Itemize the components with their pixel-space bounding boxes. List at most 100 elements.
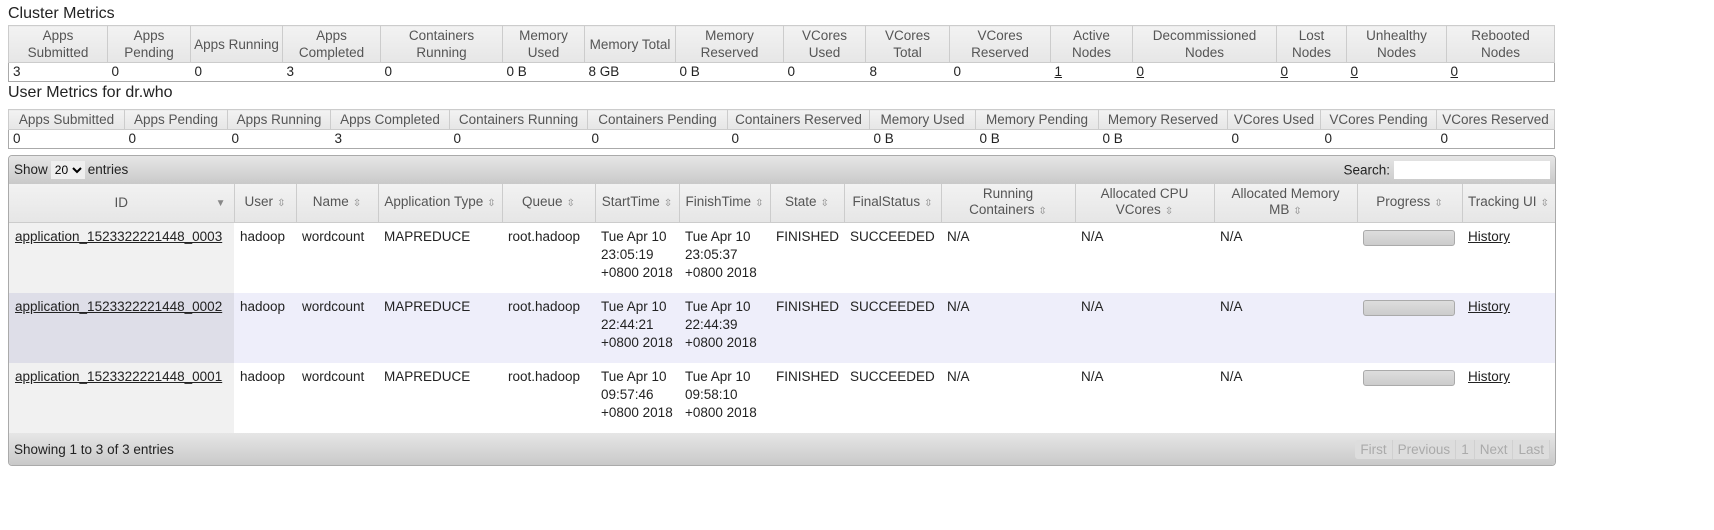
cluster-value: 0 bbox=[1133, 63, 1277, 82]
cluster-value: 1 bbox=[1051, 63, 1133, 82]
user-header: Apps Running bbox=[227, 109, 331, 130]
column-header[interactable]: Application Type ⇳ bbox=[378, 184, 503, 223]
cluster-header: VCores Total bbox=[865, 25, 950, 63]
user-metrics-table: Apps Submitted Apps Pending Apps Running Ap… bbox=[8, 109, 1555, 149]
column-header[interactable]: Allocated CPU VCores ⇳ bbox=[1075, 184, 1215, 223]
cell-cpu: N/A bbox=[1075, 222, 1214, 293]
sort-icon: ⇳ bbox=[755, 198, 764, 209]
table-footer: Showing 1 to 3 of 3 entries First Previou… bbox=[9, 433, 1555, 465]
column-label: Application Type bbox=[384, 194, 484, 209]
history-link[interactable]: History bbox=[1468, 229, 1511, 244]
cell-state: FINISHED bbox=[770, 293, 844, 363]
history-link[interactable]: History bbox=[1468, 369, 1511, 384]
column-header[interactable]: FinalStatus ⇳ bbox=[844, 184, 942, 223]
column-header[interactable]: Queue ⇳ bbox=[502, 184, 596, 223]
cluster-header: Apps Completed bbox=[282, 25, 381, 63]
user-value: 0 B bbox=[873, 131, 894, 146]
cell-mem: N/A bbox=[1214, 222, 1357, 293]
cluster-header: Memory Reserved bbox=[675, 25, 784, 63]
user-header: Memory Used bbox=[869, 109, 976, 130]
cell-queue: root.hadoop bbox=[502, 363, 595, 433]
sort-icon: ⇳ bbox=[352, 198, 362, 209]
cluster-value: 0 bbox=[194, 64, 203, 79]
progress-bar bbox=[1363, 230, 1455, 246]
user-value: 0 B bbox=[1102, 131, 1123, 146]
sort-icon: ⇳ bbox=[487, 198, 496, 209]
cell-start: Tue Apr 10 22:44:21 +0800 2018 bbox=[595, 293, 679, 363]
cell-running: N/A bbox=[941, 222, 1075, 293]
column-label: Allocated Memory MB bbox=[1231, 186, 1340, 217]
user-header: Containers Pending bbox=[587, 109, 728, 130]
nodes-link[interactable]: 0 bbox=[1350, 64, 1359, 79]
user-value: 3 bbox=[334, 131, 343, 146]
application-link[interactable]: application_1523322221448_0002 bbox=[15, 299, 223, 314]
nodes-link[interactable]: 0 bbox=[1136, 64, 1145, 79]
cell-type: MAPREDUCE bbox=[378, 363, 502, 433]
nodes-link[interactable]: 1 bbox=[1054, 64, 1063, 79]
application-link[interactable]: application_1523322221448_0003 bbox=[15, 229, 223, 244]
cluster-header: Containers Running bbox=[380, 25, 503, 63]
cluster-value: 0 bbox=[1347, 63, 1447, 82]
sort-icon: ⇳ bbox=[924, 198, 933, 209]
nodes-link[interactable]: 0 bbox=[1450, 64, 1459, 79]
cell-running: N/A bbox=[941, 363, 1075, 433]
cell-finish: Tue Apr 10 22:44:39 +0800 2018 bbox=[679, 293, 770, 363]
user-value: 0 bbox=[1440, 131, 1449, 146]
column-header[interactable]: Running Containers ⇳ bbox=[941, 184, 1076, 223]
user-header: Memory Reserved bbox=[1098, 109, 1228, 130]
user-value: 0 B bbox=[979, 131, 1000, 146]
column-label: Running Containers bbox=[969, 186, 1035, 217]
cluster-header: Lost Nodes bbox=[1276, 25, 1347, 63]
cluster-value: 0 bbox=[111, 64, 120, 79]
sort-icon: ⇳ bbox=[1164, 206, 1174, 217]
sort-icon: ⇳ bbox=[566, 198, 575, 209]
column-label: FinalStatus bbox=[852, 194, 921, 209]
column-header[interactable]: Name ⇳ bbox=[296, 184, 379, 223]
cell-type: MAPREDUCE bbox=[378, 222, 502, 293]
page-size-select[interactable]: 20 bbox=[50, 161, 85, 179]
user-value: 0 bbox=[128, 131, 137, 146]
cell-user: hadoop bbox=[234, 222, 296, 293]
column-header[interactable]: StartTime ⇳ bbox=[595, 184, 680, 223]
cell-finish: Tue Apr 10 23:05:37 +0800 2018 bbox=[679, 222, 770, 293]
sort-desc-icon: ▼ bbox=[215, 198, 226, 209]
progress-bar bbox=[1363, 300, 1455, 316]
column-header[interactable]: Allocated Memory MB ⇳ bbox=[1214, 184, 1358, 223]
cluster-header: Rebooted Nodes bbox=[1446, 25, 1555, 63]
cell-final: SUCCEEDED bbox=[844, 363, 941, 433]
cell-id: application_1523322221448_0002 bbox=[9, 293, 234, 363]
cluster-header: Unhealthy Nodes bbox=[1346, 25, 1447, 63]
cluster-header: Memory Total bbox=[584, 25, 676, 63]
cell-queue: root.hadoop bbox=[502, 222, 595, 293]
cluster-value: 0 bbox=[384, 64, 393, 79]
pager-button[interactable]: Next bbox=[1475, 439, 1514, 459]
cluster-value: 3 bbox=[13, 64, 21, 79]
user-header: Apps Submitted bbox=[8, 109, 125, 130]
cell-progress bbox=[1357, 293, 1462, 363]
cell-type: MAPREDUCE bbox=[378, 293, 502, 363]
cell-id: application_1523322221448_0003 bbox=[9, 222, 234, 293]
user-header: VCores Reserved bbox=[1436, 109, 1555, 130]
sort-icon: ⇳ bbox=[1038, 206, 1047, 217]
column-header[interactable]: ID ▼ bbox=[9, 184, 235, 223]
pager-button[interactable]: First bbox=[1355, 439, 1393, 459]
user-value: 0 bbox=[453, 131, 462, 146]
column-label: Allocated CPU VCores bbox=[1100, 186, 1189, 217]
column-label: Progress bbox=[1376, 194, 1431, 209]
user-value: 0 bbox=[231, 131, 240, 146]
search-input[interactable] bbox=[1394, 161, 1550, 179]
show-label: Show bbox=[14, 162, 48, 177]
column-header[interactable]: FinishTime ⇳ bbox=[679, 184, 771, 223]
pager-button[interactable]: Previous bbox=[1393, 439, 1457, 459]
column-header[interactable]: User ⇳ bbox=[234, 184, 297, 223]
cluster-value: 0 B bbox=[679, 64, 700, 79]
column-header[interactable]: Tracking UI ⇳ bbox=[1462, 184, 1555, 223]
application-link[interactable]: application_1523322221448_0001 bbox=[15, 369, 223, 384]
pager-button[interactable]: 1 bbox=[1456, 439, 1475, 459]
cluster-header: Apps Running bbox=[190, 25, 283, 63]
column-header[interactable]: Progress ⇳ bbox=[1357, 184, 1463, 223]
pager-button[interactable]: Last bbox=[1513, 439, 1550, 459]
nodes-link[interactable]: 0 bbox=[1280, 64, 1289, 79]
history-link[interactable]: History bbox=[1468, 299, 1511, 314]
column-header[interactable]: State ⇳ bbox=[770, 184, 845, 223]
